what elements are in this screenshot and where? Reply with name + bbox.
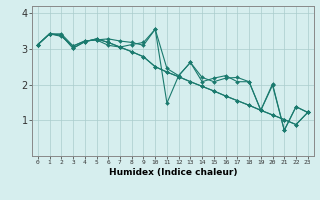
X-axis label: Humidex (Indice chaleur): Humidex (Indice chaleur) — [108, 168, 237, 177]
